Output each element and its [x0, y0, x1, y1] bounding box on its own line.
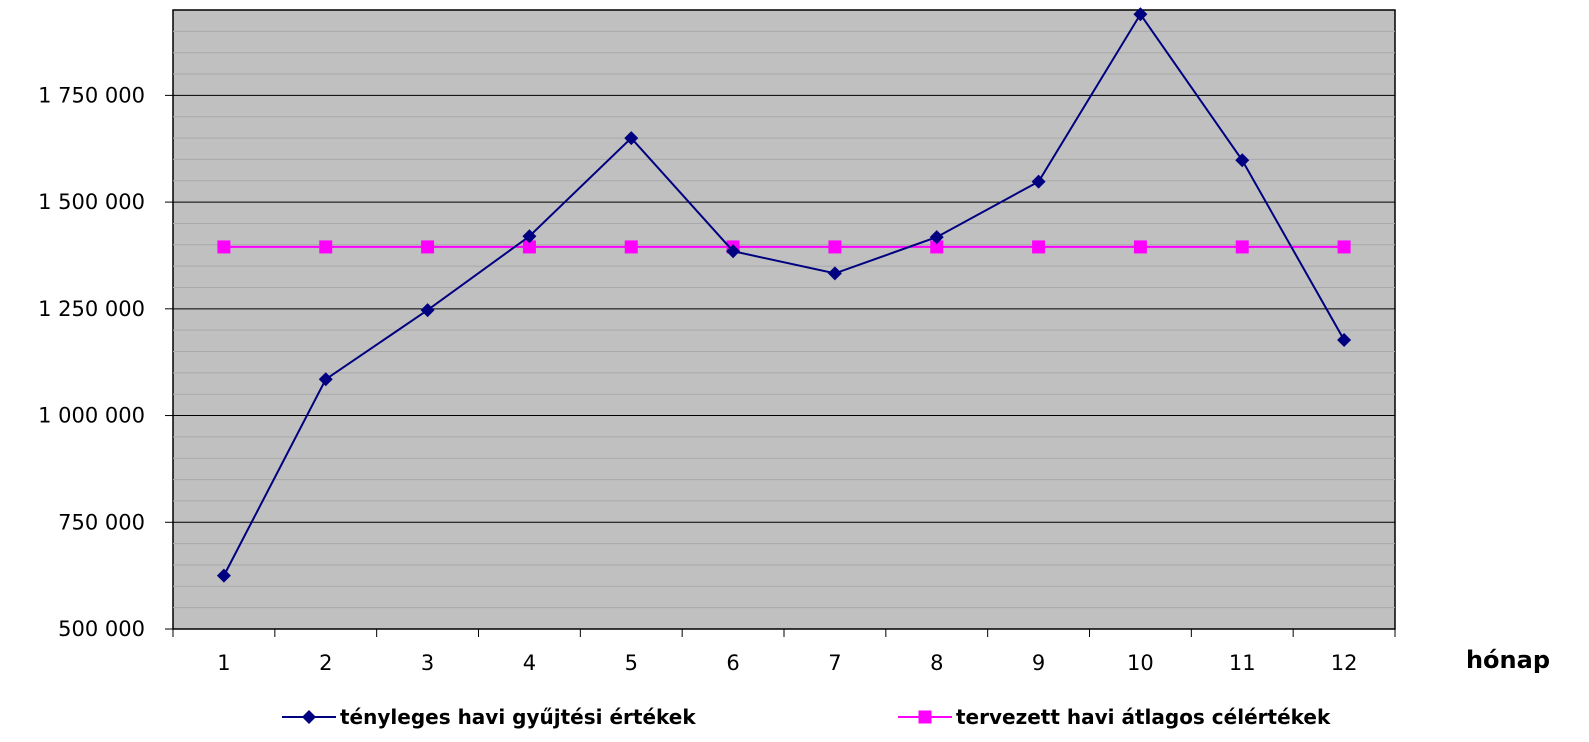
- data-point: [318, 372, 333, 387]
- x-tick-label: 6: [726, 651, 739, 675]
- legend-marker: [302, 710, 316, 724]
- data-point: [1133, 240, 1147, 254]
- data-point: [1337, 240, 1351, 254]
- x-tick-label: 10: [1127, 651, 1154, 675]
- data-point: [216, 568, 231, 583]
- data-point: [1337, 332, 1352, 347]
- x-axis-title: hónap: [1466, 646, 1550, 674]
- data-point: [930, 240, 944, 254]
- y-tick-label: 1 500 000: [38, 190, 145, 214]
- data-point: [1032, 240, 1046, 254]
- y-axis: 500 000 750 000 1 000 000 1 250 000 1 500 00…: [38, 83, 173, 641]
- y-tick-label: 500 000: [58, 617, 145, 641]
- x-tick-label: 7: [828, 651, 841, 675]
- y-tick-label: 1 750 000: [38, 83, 145, 107]
- minor-gridlines: [173, 30, 1395, 609]
- series-line: [223, 12, 1345, 577]
- data-point: [522, 240, 536, 254]
- data-point: [1235, 153, 1250, 168]
- data-point: [522, 229, 537, 244]
- data-point: [319, 240, 333, 254]
- y-tick-label: 1 000 000: [38, 404, 145, 428]
- data-point: [726, 244, 741, 259]
- data-point: [624, 240, 638, 254]
- x-tick-label: 11: [1229, 651, 1256, 675]
- y-tick-label: 750 000: [58, 510, 145, 534]
- data-point: [929, 230, 944, 245]
- x-tick-label: 4: [523, 651, 536, 675]
- data-point: [1133, 7, 1148, 22]
- data-point: [828, 240, 842, 254]
- y-tick-label: 1 250 000: [38, 297, 145, 321]
- data-point: [1031, 174, 1046, 189]
- legend-label: tervezett havi átlagos célértékek: [956, 705, 1331, 729]
- legend: tényleges havi gyűjtési értékek tervezett…: [282, 705, 1331, 729]
- data-point: [217, 240, 231, 254]
- legend-entry: tényleges havi gyűjtési értékek: [282, 705, 696, 729]
- data-point: [624, 131, 639, 146]
- x-tick-label: 9: [1032, 651, 1045, 675]
- data-point: [827, 266, 842, 281]
- data-point: [421, 240, 435, 254]
- x-tick-label: 3: [421, 651, 434, 675]
- x-tick-label: 12: [1331, 651, 1358, 675]
- series-layer: [216, 7, 1352, 583]
- x-axis: 1 2 3 4 5 6 7 8 9 10 11 12: [172, 629, 1396, 675]
- legend-marker: [918, 710, 932, 724]
- data-point: [420, 303, 435, 318]
- x-tick-label: 1: [217, 651, 230, 675]
- x-tick-label: 8: [930, 651, 943, 675]
- legend-entry: tervezett havi átlagos célértékek: [898, 705, 1331, 729]
- series-actual: [216, 7, 1352, 583]
- plot-area: [172, 9, 1396, 630]
- x-tick-label: 5: [625, 651, 638, 675]
- major-gridlines: [173, 94, 1395, 523]
- x-tick-label: 2: [319, 651, 332, 675]
- data-point: [1235, 240, 1249, 254]
- legend-label: tényleges havi gyűjtési értékek: [340, 705, 696, 729]
- series-target: [217, 240, 1351, 254]
